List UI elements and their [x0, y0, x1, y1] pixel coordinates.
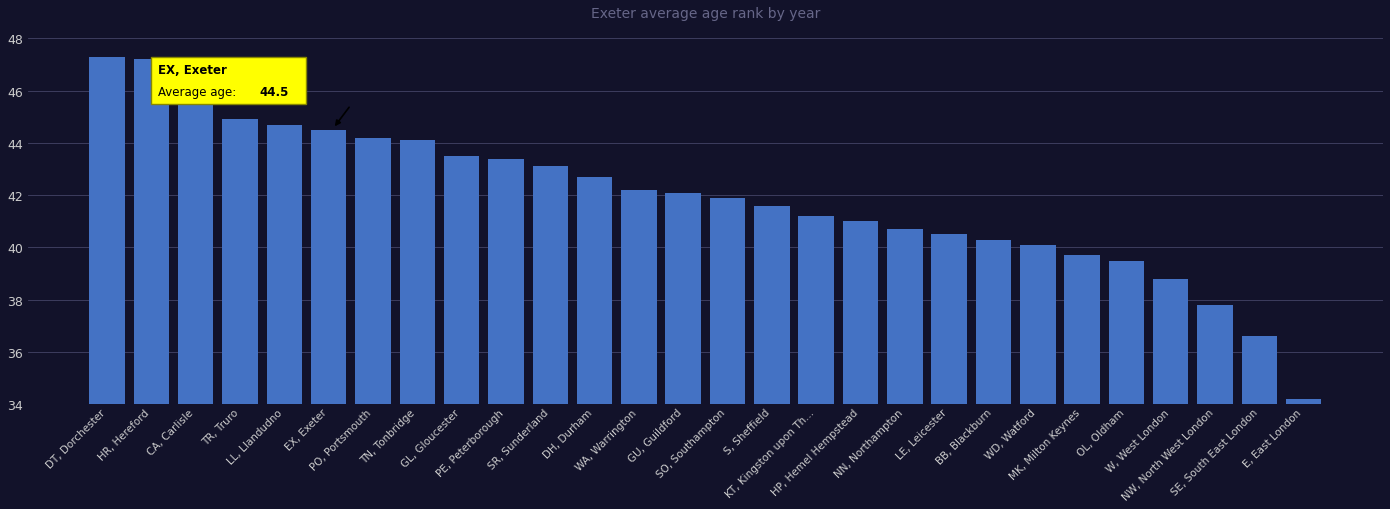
- Bar: [488, 159, 524, 405]
- Text: 44.5: 44.5: [260, 87, 289, 99]
- Bar: [267, 125, 302, 405]
- Bar: [1241, 337, 1277, 405]
- Bar: [842, 222, 878, 405]
- Bar: [1154, 279, 1188, 405]
- Bar: [1065, 256, 1099, 405]
- Bar: [621, 190, 656, 405]
- Bar: [133, 60, 170, 405]
- Bar: [222, 120, 257, 405]
- Bar: [1109, 261, 1144, 405]
- Bar: [399, 141, 435, 405]
- Bar: [887, 230, 923, 405]
- Bar: [89, 58, 125, 405]
- Bar: [311, 131, 346, 405]
- Bar: [356, 138, 391, 405]
- Bar: [931, 235, 967, 405]
- Bar: [443, 157, 480, 405]
- Text: EX, Exeter: EX, Exeter: [158, 64, 227, 77]
- Bar: [1197, 305, 1233, 405]
- Bar: [1286, 400, 1322, 405]
- Bar: [798, 217, 834, 405]
- FancyBboxPatch shape: [152, 58, 306, 104]
- Bar: [755, 206, 790, 405]
- Bar: [577, 178, 612, 405]
- Bar: [1020, 245, 1055, 405]
- Bar: [178, 78, 214, 405]
- Bar: [666, 193, 701, 405]
- Text: Average age:: Average age:: [158, 87, 240, 99]
- Bar: [710, 199, 745, 405]
- Title: Exeter average age rank by year: Exeter average age rank by year: [591, 7, 820, 21]
- Bar: [532, 167, 569, 405]
- Bar: [976, 240, 1011, 405]
